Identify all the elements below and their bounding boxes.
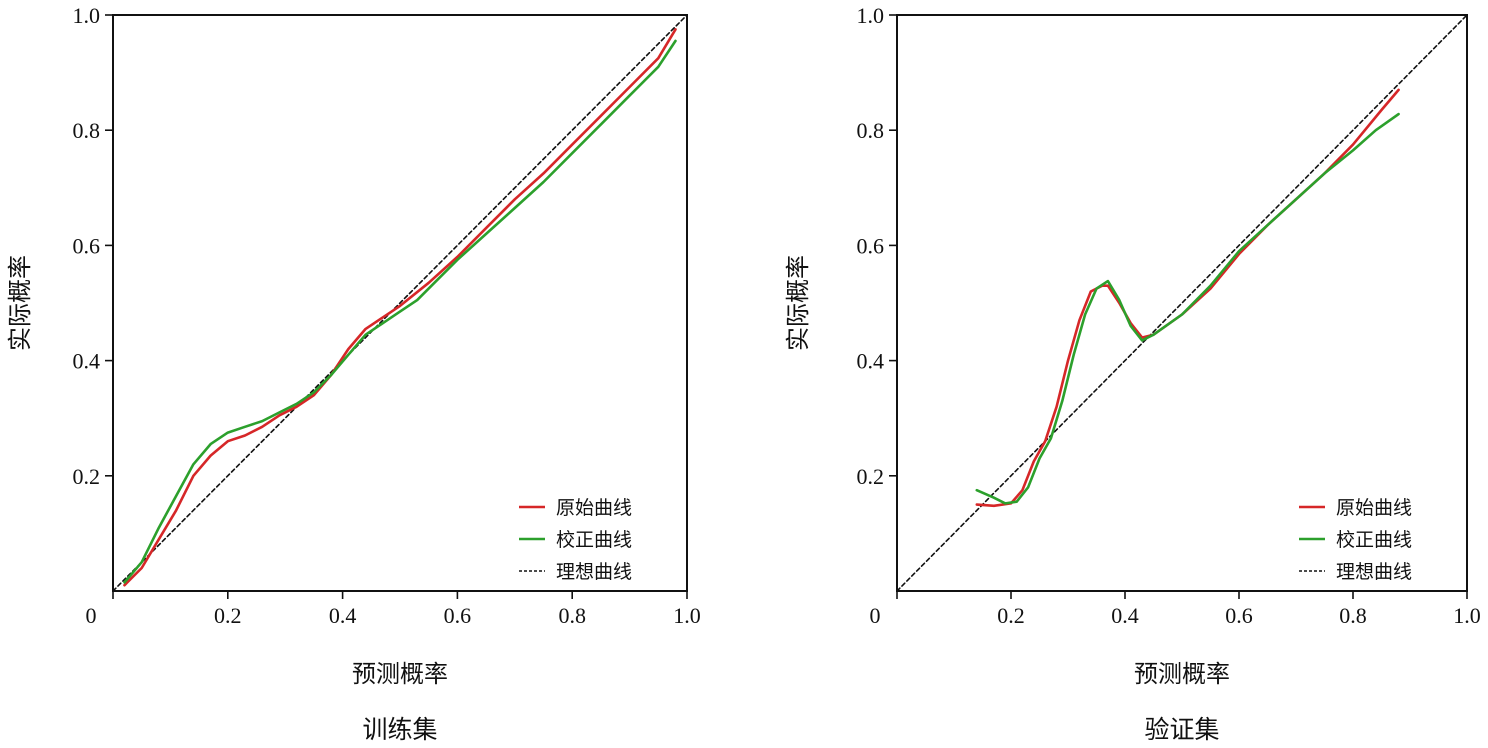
y-tick-label: 0.2 — [857, 464, 885, 489]
x-tick-label: 0.2 — [997, 603, 1025, 628]
x-tick-label: 0.8 — [558, 603, 586, 628]
y-axis-label: 实际概率 — [784, 255, 812, 351]
x-tick-label: 0.6 — [444, 603, 472, 628]
series-line-2 — [123, 39, 677, 584]
legend-label-3: 理想曲线 — [1336, 561, 1412, 583]
x-tick-label: 0.8 — [1339, 603, 1367, 628]
plot-frame — [896, 14, 1468, 592]
chart-caption: 训练集 — [362, 715, 437, 744]
series-line-3 — [896, 14, 1468, 592]
y-tick-label: 0.6 — [73, 233, 101, 258]
legend-label-3: 理想曲线 — [556, 561, 632, 583]
chart-panel-1: 0 0.2 0.4 0.6 0.8 1.0 0.2 0.4 0.6 0.8 1.0 预测概率 实际概率训… — [6, 3, 701, 744]
y-tick-label: 0.8 — [857, 118, 885, 143]
series-line-1 — [123, 28, 677, 587]
x-axis-label: 预测概率 — [352, 660, 448, 688]
y-tick-label: 0.2 — [73, 464, 101, 489]
y-axis-label: 实际概率 — [6, 255, 34, 351]
y-tick-label: 1.0 — [857, 3, 885, 28]
plot-frame — [112, 14, 688, 592]
legend-label-1: 原始曲线 — [1336, 497, 1412, 519]
x-axis-label: 预测概率 — [1134, 660, 1230, 688]
chart-panel-2: 0 0.2 0.4 0.6 0.8 1.0 0.2 0.4 0.6 0.8 1.0 预测概率 实际概率验… — [784, 3, 1481, 744]
legend-label-2: 校正曲线 — [556, 529, 632, 551]
y-tick-label: 0.6 — [857, 233, 885, 258]
x-tick-label: 0.4 — [1111, 603, 1139, 628]
x-tick-label: 0.6 — [1225, 603, 1253, 628]
y-tick-label: 0.4 — [73, 349, 101, 374]
y-tick-label: 1.0 — [73, 3, 101, 28]
x-tick-label: 1.0 — [673, 603, 701, 628]
x-tick-label: 0.2 — [214, 603, 242, 628]
legend-label-2: 校正曲线 — [1336, 529, 1412, 551]
series-line-2 — [975, 112, 1400, 505]
y-tick-label: 0.4 — [857, 349, 885, 374]
x-tick-label: 0.4 — [329, 603, 357, 628]
series-line-3 — [112, 14, 688, 592]
y-tick-label: 0.8 — [73, 118, 101, 143]
x-tick-label: 0 — [86, 603, 97, 628]
chart-caption: 验证集 — [1144, 715, 1219, 744]
x-tick-label: 1.0 — [1453, 603, 1481, 628]
legend-label-1: 原始曲线 — [556, 497, 632, 519]
x-tick-label: 0 — [870, 603, 881, 628]
